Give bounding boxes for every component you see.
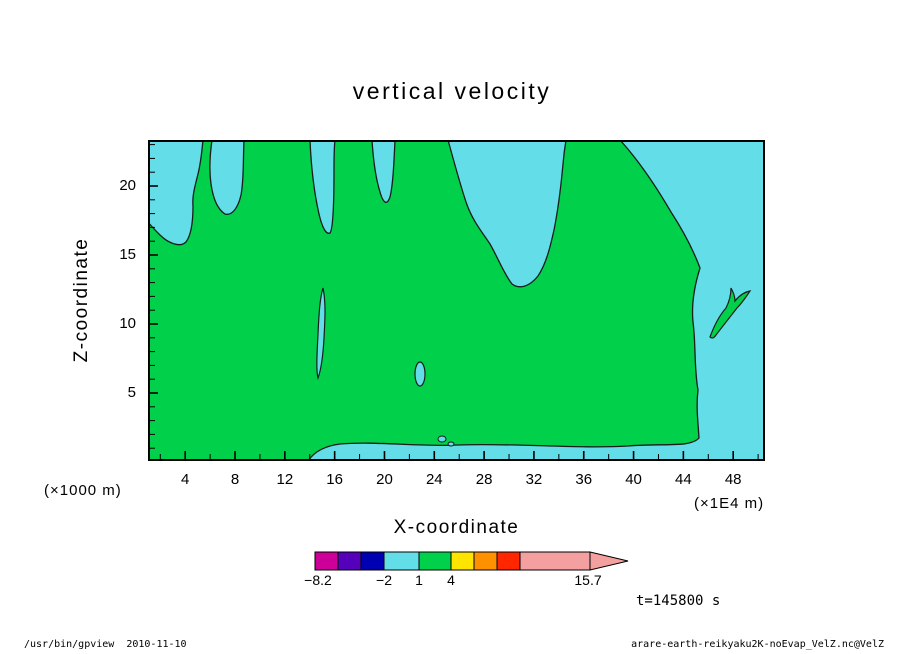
colorbar-segment [473, 551, 498, 571]
colorbar-labels: −8.2 −2 1 4 15.7 [304, 572, 645, 590]
plot-frame [148, 140, 765, 461]
y-tick-label: 15 [119, 246, 136, 263]
colorbar-tick-label: 4 [447, 572, 455, 588]
colorbar-svg [314, 551, 629, 571]
colorbar-segment [496, 551, 521, 571]
time-label: t=145800 s [636, 593, 721, 609]
y-tick-label: 5 [127, 384, 136, 401]
footer-filename: arare-earth-reikyaku2K-noEvap_VelZ.nc@Ve… [631, 639, 884, 650]
contour-region-cyan-top-left [148, 140, 204, 246]
x-tick-label: 16 [326, 471, 343, 488]
contour-region-cyan-notch-b [371, 140, 396, 203]
x-axis-title: X-coordinate [393, 517, 520, 538]
colorbar-tick-label: 1 [415, 572, 423, 588]
contour-region-cyan-notch-a [309, 140, 336, 234]
colorbar-segment [383, 551, 420, 571]
x-tick-label: 48 [724, 471, 742, 488]
colorbar-segments [314, 551, 629, 571]
contour-region-cyan-pocket [414, 361, 426, 387]
x-tick-label: 8 [230, 471, 240, 488]
y-tick-labels: 20 15 10 5 [100, 140, 136, 461]
contour-regions [148, 140, 765, 461]
colorbar-arrow [589, 551, 629, 571]
plot-title: vertical velocity [352, 78, 552, 104]
x-tick-label: 28 [475, 471, 493, 488]
colorbar-segment [418, 551, 452, 571]
contour-region-cyan-right-and-bottom [307, 140, 765, 461]
colorbar-tick-label: −8.2 [304, 572, 332, 588]
contour-region-cyan-top-lobe2 [209, 140, 245, 215]
colorbar-tick-label: 15.7 [574, 572, 602, 588]
x-tick-label: 44 [675, 471, 692, 488]
contour-plot [148, 140, 765, 461]
x-tick-label: 32 [525, 471, 543, 488]
x-tick-labels: 4 8 12 16 20 24 28 32 36 40 44 48 [148, 471, 765, 491]
axis-ticks [150, 144, 759, 459]
contour-region-green-branch [709, 287, 752, 339]
y-scale-note: (×1000 m) [44, 482, 122, 499]
x-tick-label: 40 [625, 471, 642, 488]
footer-command: /usr/bin/gpview 2010-11-10 [24, 639, 187, 650]
colorbar-segment [519, 551, 591, 571]
y-tick-label: 20 [119, 177, 136, 194]
y-axis-title: Z-coordinate [71, 237, 92, 363]
colorbar-segment [337, 551, 362, 571]
colorbar-segment [360, 551, 385, 571]
colorbar-segment [450, 551, 475, 571]
y-tick-label: 10 [119, 315, 136, 332]
contour-region-cyan-dot-1 [437, 435, 447, 443]
colorbar-tick-label: −2 [376, 572, 392, 588]
x-tick-label: 12 [276, 471, 294, 488]
x-tick-label: 36 [575, 471, 593, 488]
colorbar-segment [314, 551, 339, 571]
contour-region-cyan-mid-lobe [447, 140, 567, 288]
x-scale-note: (×1E4 m) [694, 495, 765, 512]
contour-region-cyan-sliver [316, 287, 326, 381]
x-tick-label: 20 [376, 471, 393, 488]
contour-region-cyan-dot-2 [447, 441, 455, 447]
x-tick-label: 24 [425, 471, 443, 488]
x-tick-label: 4 [181, 471, 190, 488]
